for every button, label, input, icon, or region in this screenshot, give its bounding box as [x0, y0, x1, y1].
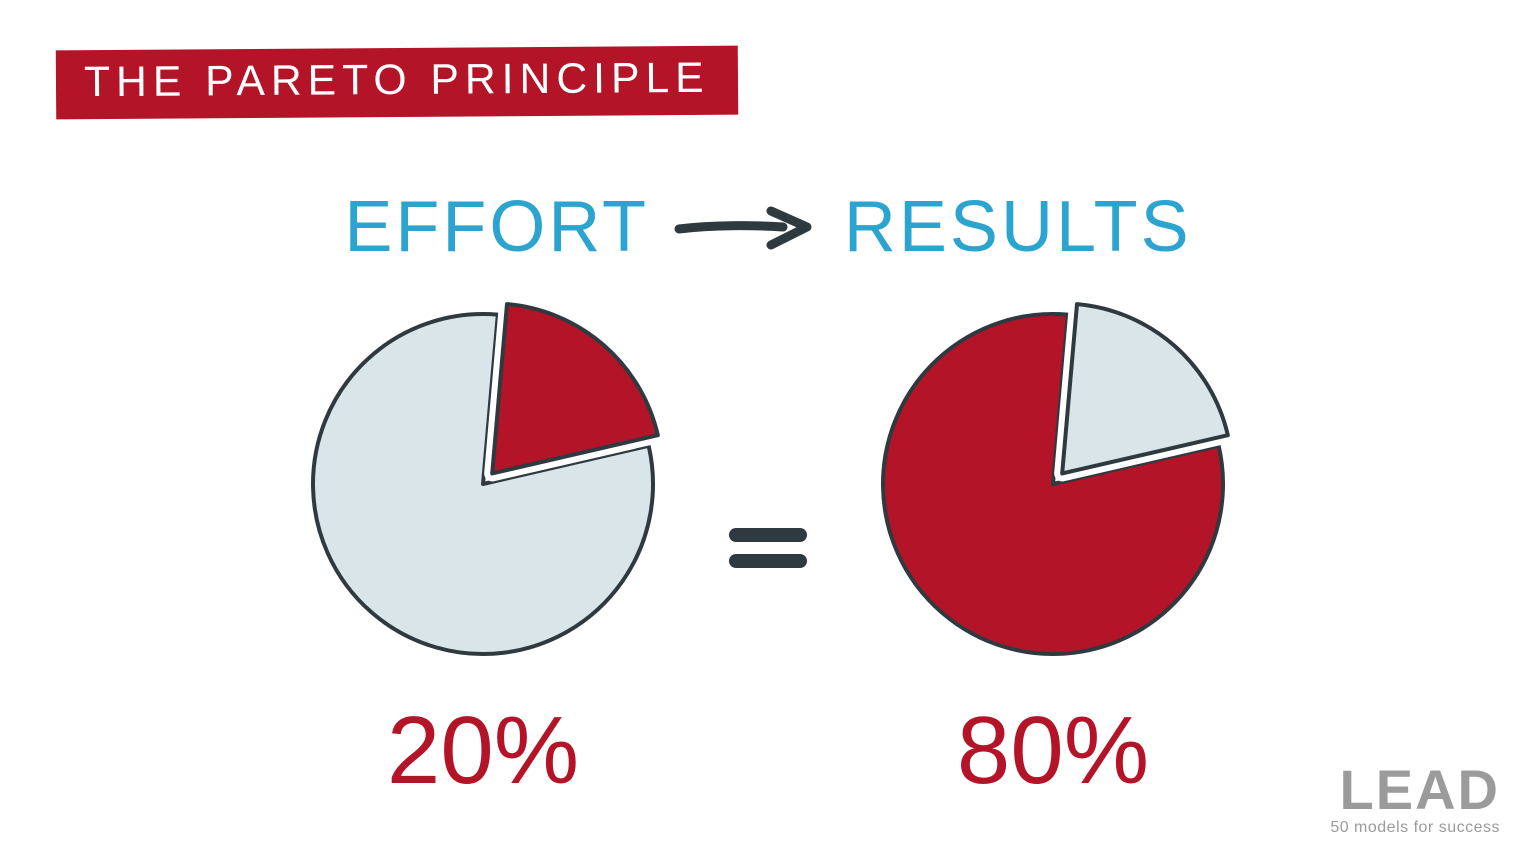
heading-results: RESULTS — [844, 186, 1192, 268]
percent-effort: 20% — [387, 696, 579, 806]
equals-icon — [723, 503, 813, 593]
pie-results — [859, 290, 1247, 678]
brand-tagline: 50 models for success — [1330, 820, 1500, 836]
brand-logo-text: LEAD — [1330, 762, 1500, 818]
pie-results-wrap: 80% — [859, 290, 1247, 806]
pie-effort — [289, 290, 677, 678]
pie-effort-wrap: 20% — [289, 290, 677, 806]
arrow-icon — [671, 197, 821, 257]
percent-results: 80% — [957, 696, 1149, 806]
pies-row: 20% 80% — [0, 290, 1536, 806]
brand-block: LEAD 50 models for success — [1330, 762, 1500, 836]
heading-row: EFFORT RESULTS — [0, 186, 1536, 268]
title-text: THE PARETO PRINCIPLE — [84, 54, 710, 106]
title-banner: THE PARETO PRINCIPLE — [56, 46, 738, 120]
heading-effort: EFFORT — [344, 186, 649, 268]
